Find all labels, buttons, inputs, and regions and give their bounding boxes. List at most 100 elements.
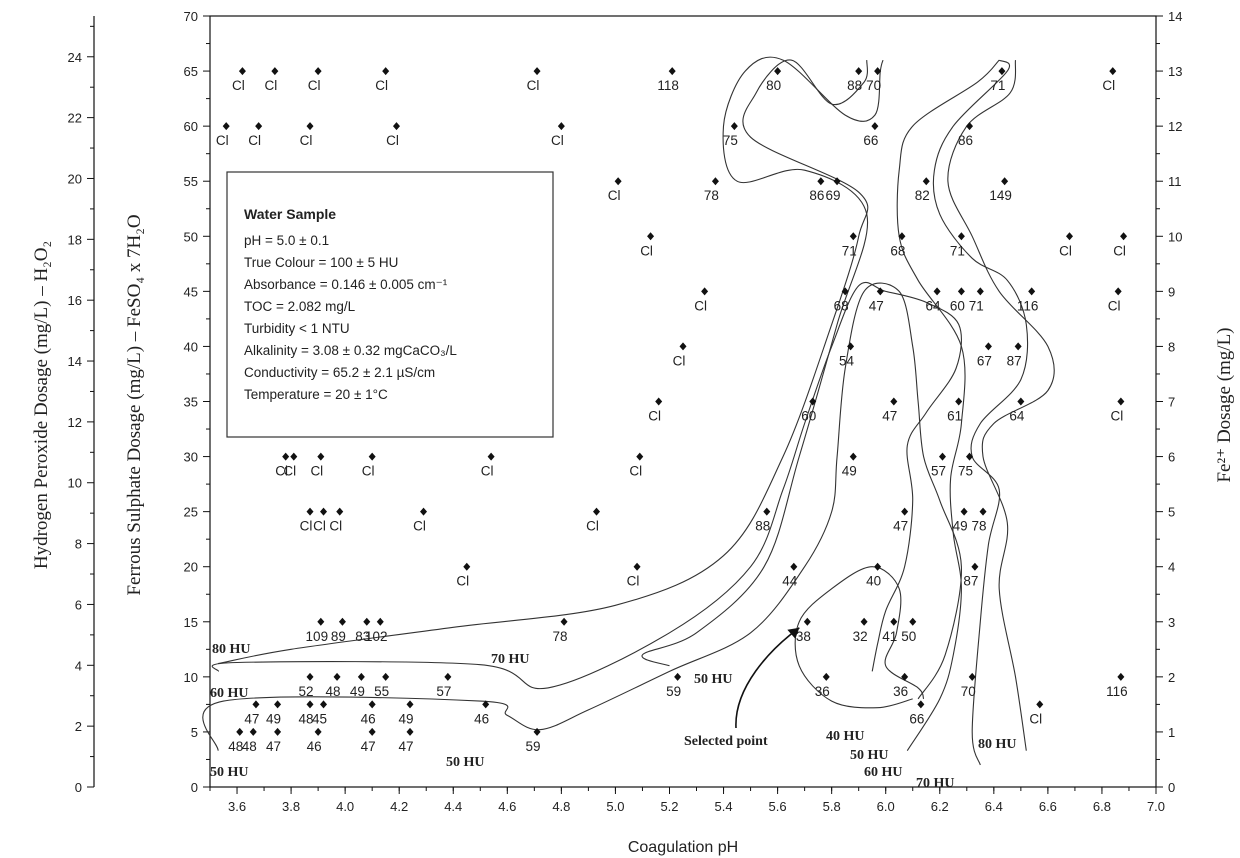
data-point-label: Cl — [648, 409, 661, 424]
data-point-label: 78 — [553, 629, 568, 644]
data-point-label: 36 — [893, 684, 908, 699]
right-y-tick-label: 0 — [1168, 780, 1175, 795]
contour-line — [794, 566, 925, 709]
data-point-marker — [922, 177, 930, 186]
data-point-marker — [955, 397, 963, 406]
data-point-marker — [338, 617, 346, 626]
contour-line — [947, 60, 1055, 751]
x-tick-label: 5.4 — [715, 799, 733, 814]
data-point-marker — [392, 122, 400, 131]
data-point-label: 47 — [244, 711, 259, 726]
data-point-marker — [1001, 177, 1009, 186]
y-tick-label: 65 — [184, 64, 198, 79]
right-y-tick-label: 7 — [1168, 395, 1175, 410]
data-point-label: 46 — [307, 739, 322, 754]
data-point-label: 71 — [969, 298, 984, 313]
outer-y-tick-label: 18 — [68, 232, 82, 247]
data-point-marker — [679, 342, 687, 351]
y-tick-label: 5 — [191, 725, 198, 740]
data-point-marker — [668, 67, 676, 76]
outer-y-tick-label: 10 — [68, 476, 82, 491]
data-point-marker — [406, 700, 414, 709]
data-point-marker — [803, 617, 811, 626]
right-y-tick-label: 5 — [1168, 505, 1175, 520]
data-point-label: 78 — [704, 188, 719, 203]
data-point-marker — [817, 177, 825, 186]
contour-line — [641, 56, 884, 667]
data-point-label: 64 — [926, 298, 942, 313]
info-line: Conductivity = 65.2 ± 2.1 µS/cm — [244, 365, 435, 380]
data-point-marker — [557, 122, 565, 131]
contour-lines — [202, 56, 1055, 766]
data-point-marker — [487, 452, 495, 461]
data-point-label: Cl — [551, 133, 564, 148]
data-point-marker — [860, 617, 868, 626]
data-point-label: 54 — [839, 353, 855, 368]
data-point-marker — [938, 452, 946, 461]
y-tick-label: 15 — [184, 615, 198, 630]
data-point-marker — [222, 122, 230, 131]
data-point-label: 116 — [1017, 298, 1039, 313]
data-point-label: 57 — [931, 464, 946, 479]
x-tick-label: 6.6 — [1039, 799, 1057, 814]
y-tick-label: 20 — [184, 560, 198, 575]
data-point-marker — [368, 700, 376, 709]
contour-labels: 80 HU 60 HU 70 HU 50 HU 50 HU 50 HU 40 HU 50 HU… — [210, 642, 1017, 791]
contour-line — [932, 59, 1029, 766]
outer-y-tick-label: 14 — [68, 354, 82, 369]
right-y-tick-label: 4 — [1168, 560, 1175, 575]
right-y-tick-label: 3 — [1168, 615, 1175, 630]
annotation-arrow-head — [787, 627, 800, 639]
data-point-label: 61 — [947, 409, 962, 424]
data-point-marker — [917, 700, 925, 709]
data-point-label: 78 — [972, 519, 987, 534]
data-point-label: 47 — [361, 739, 376, 754]
data-point-marker — [560, 617, 568, 626]
data-point-label: 71 — [990, 78, 1005, 93]
y-tick-label: 30 — [184, 450, 198, 465]
data-point-label: 116 — [1106, 684, 1128, 699]
data-point-label: 80 — [766, 78, 781, 93]
contour-label: 50 HU — [210, 765, 249, 780]
contour-line — [202, 282, 962, 751]
data-point-label: 47 — [893, 519, 908, 534]
data-point-label: 46 — [474, 711, 489, 726]
info-line: TOC = 2.082 mg/L — [244, 299, 356, 314]
data-point-marker — [614, 177, 622, 186]
inner-y-axis-title: Ferrous Sulphate Dosage (mg/L) – FeSO₄ x… — [124, 214, 145, 595]
data-point-marker — [957, 232, 965, 241]
data-point-label: 68 — [890, 243, 905, 258]
data-point-label: 68 — [834, 298, 849, 313]
data-point-marker — [763, 507, 771, 516]
selected-point-annotation: Selected point — [684, 627, 800, 749]
data-point-marker — [979, 507, 987, 516]
data-point-marker — [593, 507, 601, 516]
data-point-label: 70 — [961, 684, 976, 699]
data-point-label: 70 — [866, 78, 881, 93]
data-point-label: 86 — [958, 133, 973, 148]
data-point-marker — [320, 700, 328, 709]
y-tick-label: 10 — [184, 670, 198, 685]
data-point-marker — [674, 672, 682, 681]
data-point-marker — [274, 727, 282, 736]
data-point-label: Cl — [283, 464, 296, 479]
info-box-frame — [226, 171, 554, 438]
right-y-tick-label: 6 — [1168, 450, 1175, 465]
outer-y-axis-title: Hydrogen Peroxide Dosage (mg/L) – H₂O₂ — [31, 241, 52, 569]
data-point-label: 75 — [958, 464, 973, 479]
y-tick-label: 0 — [191, 780, 198, 795]
data-point-label: 49 — [953, 519, 968, 534]
data-point-label: 32 — [853, 629, 868, 644]
data-point-marker — [976, 287, 984, 296]
x-tick-label: 4.8 — [552, 799, 570, 814]
data-point-marker — [255, 122, 263, 131]
data-point-label: 38 — [796, 629, 811, 644]
right-y-tick-label: 2 — [1168, 670, 1175, 685]
data-point-label: 36 — [815, 684, 830, 699]
data-point-label: Cl — [527, 78, 540, 93]
x-tick-label: 6.0 — [877, 799, 895, 814]
data-point-marker — [317, 617, 325, 626]
